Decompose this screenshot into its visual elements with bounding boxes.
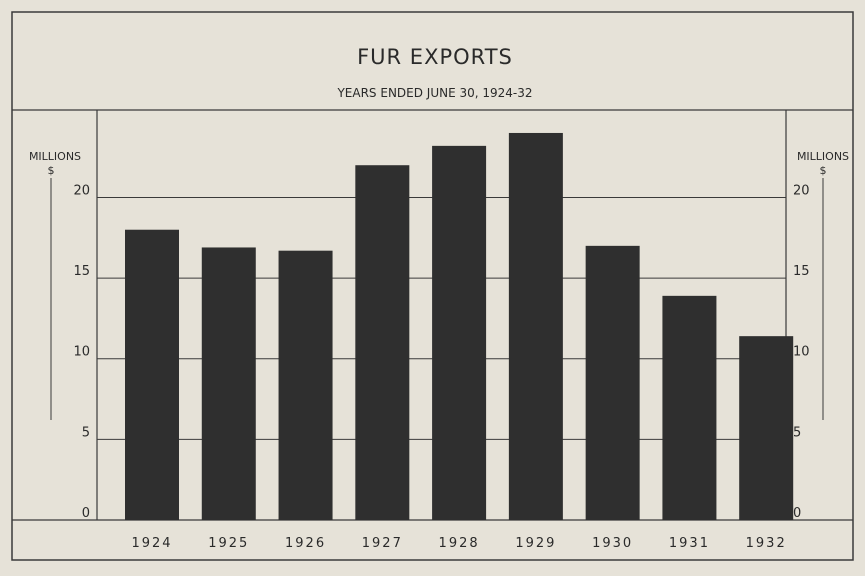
bar-1926: [278, 250, 333, 520]
y-axis-unit-right: $: [820, 164, 827, 177]
bar-1930: [585, 245, 640, 521]
bar-1927: [355, 165, 410, 520]
x-tick-label: 1932: [746, 536, 787, 551]
chart-subtitle: YEARS ENDED JUNE 30, 1924-32: [336, 86, 532, 100]
x-tick-label: 1924: [131, 536, 172, 551]
y-tick-label-left: 20: [73, 183, 90, 198]
bar-1928: [432, 145, 487, 521]
y-axis-unit-left: $: [48, 164, 55, 177]
bar-1924: [125, 229, 179, 520]
x-tick-label: 1927: [362, 536, 403, 551]
y-tick-label-right: 10: [793, 345, 810, 360]
bar-1931: [662, 295, 717, 520]
y-tick-label-right: 0: [793, 506, 801, 521]
bar-1929: [508, 132, 563, 521]
x-tick-label: 1931: [669, 536, 710, 551]
x-tick-label: 1930: [592, 536, 633, 551]
x-tick-label: 1926: [285, 536, 326, 551]
chart-frame: [11, 11, 854, 561]
y-tick-label-right: 5: [793, 425, 801, 440]
x-tick-label: 1929: [515, 536, 556, 551]
bar-1932: [739, 336, 794, 520]
y-tick-label-left: 5: [82, 425, 90, 440]
y-tick-label-left: 15: [73, 264, 90, 279]
y-axis-label-right: MILLIONS: [797, 150, 849, 163]
y-tick-label-right: 20: [793, 183, 810, 198]
y-tick-label-left: 0: [82, 506, 90, 521]
x-tick-label: 1928: [439, 536, 480, 551]
y-tick-label-right: 15: [793, 264, 810, 279]
bar-1925: [201, 247, 256, 520]
y-tick-label-left: 10: [73, 345, 90, 360]
x-tick-label: 1925: [208, 536, 249, 551]
y-axis-label-left: MILLIONS: [29, 150, 81, 163]
chart-title: FUR EXPORTS: [357, 45, 513, 69]
